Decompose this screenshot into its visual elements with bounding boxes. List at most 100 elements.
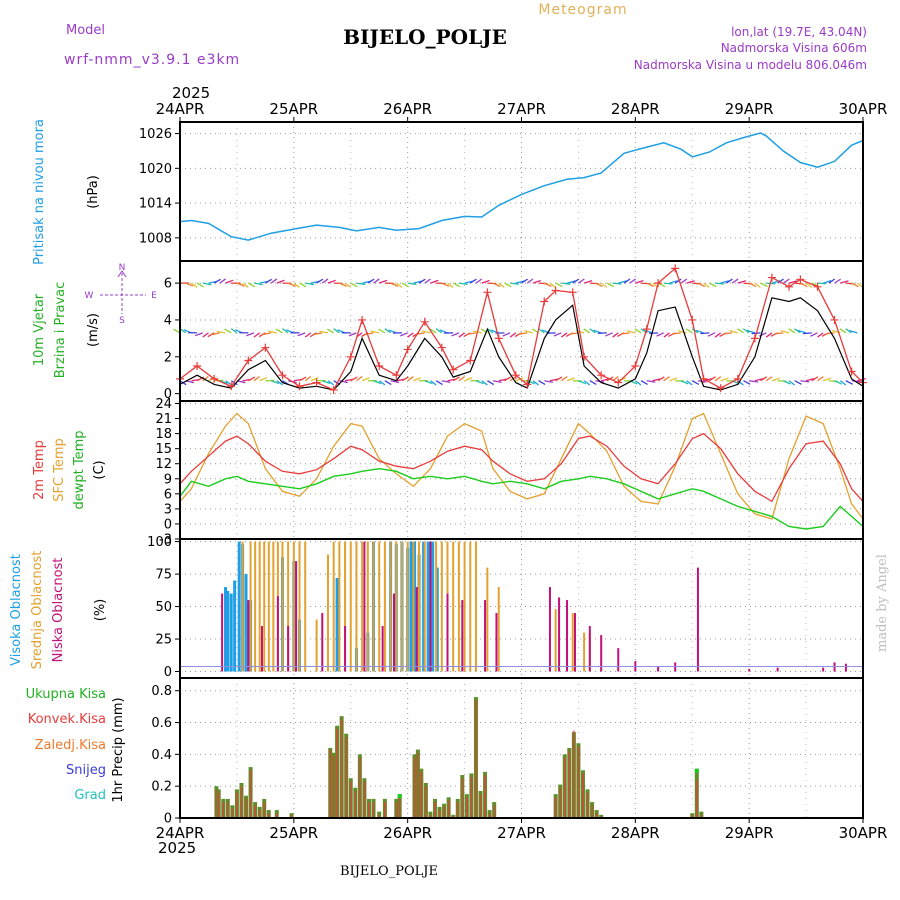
wind-arrow (276, 380, 283, 386)
gust-marker (631, 362, 640, 370)
wind-arrow (589, 380, 597, 386)
wind-arrow (364, 332, 374, 336)
precip-total-bar (451, 814, 456, 818)
wind-arrow (339, 282, 347, 287)
y-tick-label: 100 (147, 535, 172, 550)
wind-arrow (305, 282, 314, 286)
precip-convective-bar (484, 775, 487, 818)
gust-marker (597, 371, 606, 380)
wind-arrow (797, 329, 807, 334)
station-title: BIJELO_POLJE (343, 25, 507, 49)
low-cloud-bar (446, 593, 449, 672)
wind-arrow (510, 282, 519, 285)
precip-convective-bar (358, 757, 361, 818)
wind-arrow (441, 380, 451, 384)
wind-arrow (202, 375, 209, 382)
wind-arrow (549, 282, 556, 288)
gust-marker (278, 371, 287, 380)
wind-arrow (737, 328, 744, 334)
wind-arrow (811, 376, 819, 382)
wind-arrow (275, 328, 283, 334)
mid-cloud-bar (355, 541, 358, 672)
wind-arrow (680, 380, 689, 385)
cloud-bars (221, 541, 847, 672)
wind-arrow (384, 380, 392, 386)
wind-arrow (544, 380, 554, 383)
temperature-grid (179, 401, 864, 540)
wind-arrow (524, 330, 534, 334)
wind-arrow (407, 332, 414, 338)
wind-arrow (703, 378, 713, 382)
wind-arrow (282, 328, 289, 334)
lonlat-label: lon,lat (19.7E, 43.04N) (731, 25, 867, 39)
wind-arrow (817, 332, 824, 338)
precip-convective-bar (691, 814, 694, 818)
elevation-label: Nadmorska Visina 606m (721, 41, 867, 55)
wind-arrow (618, 280, 627, 284)
low-cloud-bar (287, 626, 290, 672)
low-cloud-bar (844, 663, 847, 672)
wind-arrow (680, 278, 688, 284)
precip-convective-bar (563, 757, 566, 818)
gust-marker (244, 356, 253, 365)
temperature-unit: (C) (92, 460, 107, 479)
y-tick-label: 0.4 (151, 748, 172, 763)
y-tick-label: 1014 (139, 197, 172, 212)
wind-arrow (686, 280, 695, 284)
top-date-label: 26APR (383, 100, 432, 118)
precip-convective-bar (413, 757, 416, 818)
wind-arrow (390, 282, 399, 287)
sfc-title: SFC Temp (52, 438, 67, 502)
precip-convective-bar (215, 789, 218, 818)
low-cloud-bar (657, 666, 660, 672)
mid-cloud-bar (254, 541, 257, 672)
wind-arrow (384, 328, 391, 334)
wind-arrow (219, 380, 228, 385)
wind-arrow (583, 328, 591, 334)
wind-arrow (333, 328, 340, 334)
wind-arrow (700, 332, 710, 335)
wind-arrow (749, 380, 759, 383)
wind-arrow (623, 278, 631, 284)
mid-cloud-bar (372, 541, 375, 672)
wind-arrow (569, 332, 579, 335)
gust-marker (466, 356, 475, 365)
y-tick-label: 0 (164, 812, 172, 827)
mid-cloud-bar (338, 541, 341, 672)
low-cloud-bar (295, 561, 298, 672)
wind-arrow (361, 377, 370, 382)
gust-marker (494, 334, 503, 343)
wind-arrow (695, 329, 704, 334)
wind-arrow (378, 380, 386, 386)
wind-arrow (196, 282, 204, 288)
wind-arrow (649, 332, 659, 335)
wind-arrow (593, 329, 602, 334)
wind-arrow (746, 329, 756, 334)
wind-arrow (498, 282, 505, 288)
low-cloud-bar (321, 613, 324, 672)
high-cloud-bar (422, 541, 426, 672)
mid-cloud-bar (315, 619, 318, 672)
precip-convective-bar (363, 781, 366, 818)
wind-arrow (344, 282, 352, 288)
wind-arrow (834, 278, 841, 284)
wind-arrow (481, 279, 490, 284)
low-cloud-bar (588, 626, 591, 672)
wind-tick-labels: 0 2 4 6 (164, 277, 180, 402)
precip-convective-bar (443, 806, 446, 818)
top-date-label: 28APR (611, 100, 660, 118)
wind-arrow (578, 380, 587, 385)
wind-arrow (646, 282, 655, 288)
precip-convective-bar (395, 802, 398, 818)
mid-cloud-bar (344, 541, 347, 672)
gust-marker (346, 352, 355, 361)
top-date-label: 24APR (156, 100, 205, 118)
low-cloud-bar (461, 600, 464, 672)
wind-arrow (788, 280, 798, 284)
high-cloud-bar (412, 541, 416, 672)
y-tick-label: 0.2 (151, 780, 172, 795)
mid-cloud-bar (395, 541, 398, 672)
wind-arrow (794, 380, 802, 385)
